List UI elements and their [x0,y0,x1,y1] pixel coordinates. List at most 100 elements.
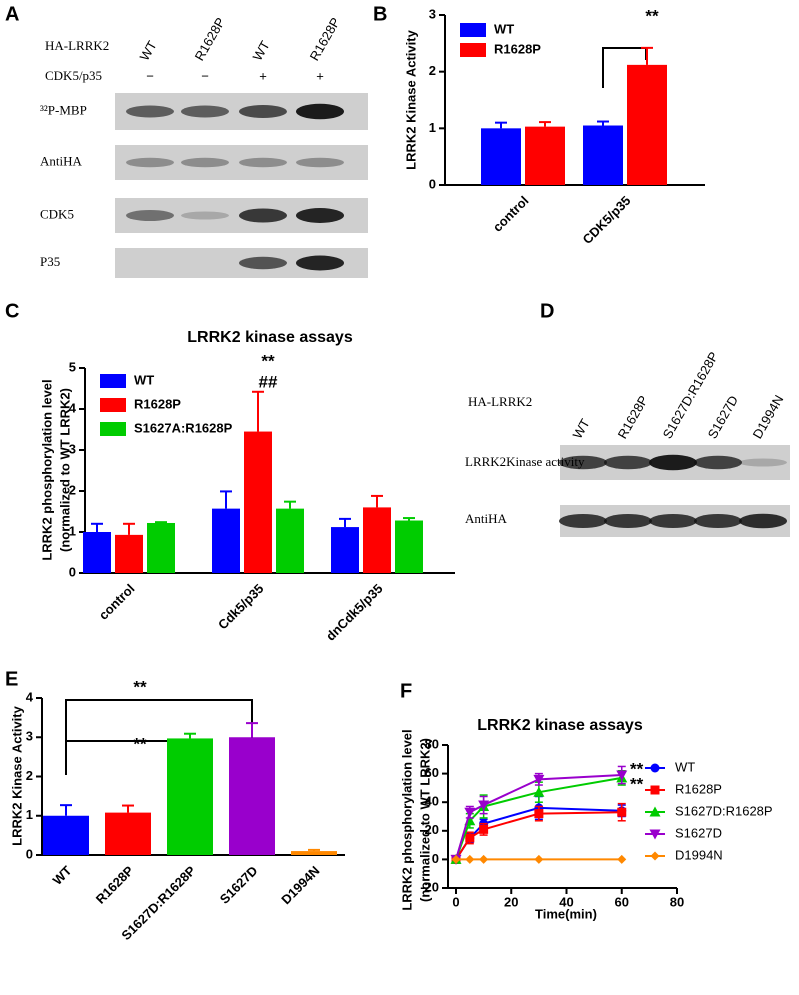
blot-band [559,514,607,528]
blot-strip [115,145,368,180]
legend-swatch [100,398,126,412]
y-axis-label: LRRK2 Kinase Activity [403,29,418,169]
lane-header-label: HA-LRRK2 [45,38,109,53]
legend-label: WT [675,759,695,774]
x-tick-label: 60 [615,894,629,909]
y-tick-label: 40 [425,794,439,809]
y-tick-label: 20 [425,822,439,837]
bar [43,815,89,855]
x-tick-label: 80 [670,894,684,909]
treatment-sign: − [201,68,209,83]
bar [331,527,359,573]
lane-label: R1628P [192,15,228,63]
legend-marker [649,829,661,840]
marker [479,824,489,834]
x-tick-label: dnCdk5/p35 [323,581,386,644]
bar [115,534,143,573]
blot-band [181,211,229,220]
x-tick-label: 0 [452,894,459,909]
marker [617,854,627,864]
x-tick-label: WT [50,863,75,888]
y-axis-label: LRRK2 phosphorylation level [39,379,54,560]
bar [229,737,275,855]
x-tick-label: Cdk5/p35 [215,581,266,632]
annotation: ** [645,6,659,25]
lane-header-label: HA-LRRK2 [468,394,532,409]
blot-band [604,514,652,528]
legend-swatch [100,374,126,388]
blot-band [694,455,742,470]
y-axis-label: (normalized to WT LRRK2) [417,738,432,902]
y-tick-label: 0 [69,564,76,579]
y-tick-label: 5 [69,359,76,374]
legend-swatch [460,23,486,37]
bar [167,738,213,855]
x-tick-label: control [490,193,532,235]
bracket [65,699,253,741]
marker [533,786,545,797]
bar [525,126,565,185]
marker [465,833,475,843]
annotation: ** [133,677,147,696]
bar [291,851,337,855]
legend-label: R1628P [494,41,541,56]
blot-row-label: P35 [40,254,60,269]
blot-band [239,157,287,168]
lane-label: WT [570,416,593,441]
blot-band [239,105,287,118]
marker [451,854,461,864]
marker [616,770,628,781]
blot-band [694,514,742,528]
x-tick-label: R1628P [93,863,137,907]
blot-band [126,157,174,168]
annotation: ** [261,351,275,370]
blot-band [649,454,697,471]
y-tick-label: 1 [69,523,76,538]
blot-band [559,455,607,470]
marker [533,774,545,785]
marker [465,854,475,864]
blot-band [126,105,174,118]
bar [363,507,391,573]
blot-band [296,255,344,271]
legend-marker [650,763,660,773]
legend-swatch [100,422,126,436]
y-tick-label: 0 [429,176,436,191]
lane-label: D1994N [750,392,787,441]
legend-label: S1627D [675,825,722,840]
panel-label: A [5,3,19,25]
lane-label: WT [137,38,160,63]
legend-label: WT [134,372,154,387]
marker [617,807,627,817]
x-axis-label: Time(min) [535,906,597,921]
y-tick-label: -20 [420,879,439,894]
blot-band [296,103,344,120]
y-tick-label: 80 [425,736,439,751]
x-tick-label: CDK5/p35 [580,193,634,247]
marker [534,854,544,864]
treatment-sign: + [316,68,324,83]
annotation: ** [630,759,644,778]
y-tick-label: 3 [26,729,33,744]
treatment-sign: + [259,68,267,83]
blot-band [739,458,787,467]
y-tick-label: 2 [429,63,436,78]
bar [481,128,521,185]
y-tick-label: 4 [69,400,77,415]
bar [83,532,111,573]
blot-row-label: ³²P-MBP [40,102,87,117]
lane-label: S1627D [705,393,741,441]
y-tick-label: 0 [26,846,33,861]
y-tick-label: 4 [26,689,34,704]
y-tick-label: 2 [69,482,76,497]
lane-label: R1628P [615,393,651,441]
blot-band [739,513,787,529]
marker [534,809,544,819]
panel-label: C [5,300,19,322]
bar [583,125,623,185]
y-tick-label: 3 [69,441,76,456]
y-axis-label: LRRK2 Kinase Activity [9,705,24,845]
bar [395,520,423,573]
x-tick-label: control [96,581,138,623]
